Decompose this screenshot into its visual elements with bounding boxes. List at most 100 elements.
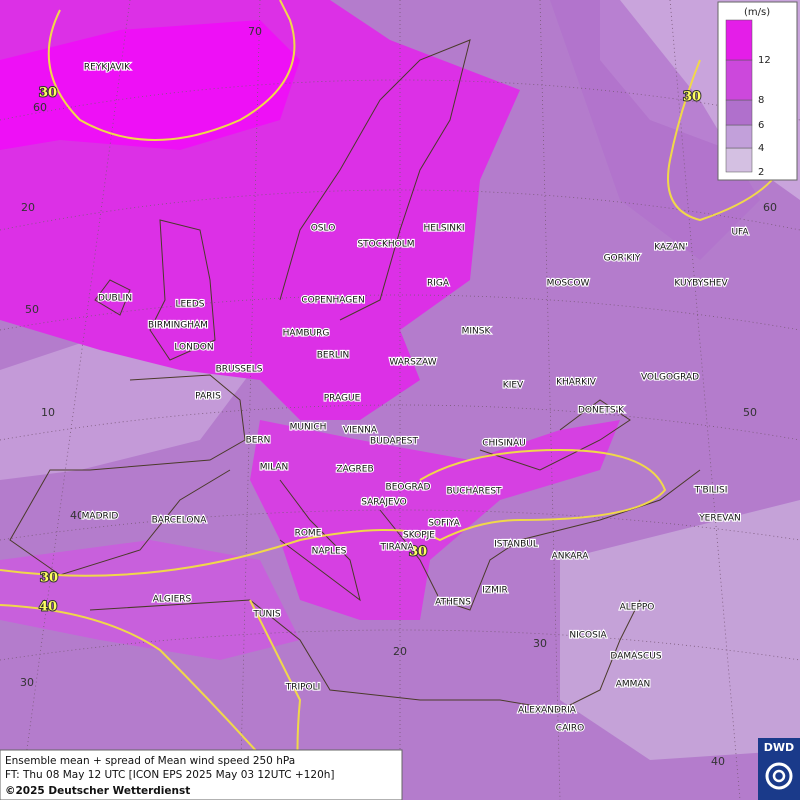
city-label: NAPLES — [312, 547, 347, 557]
city-label: KIEV — [503, 381, 524, 391]
city-label: OSLO — [311, 224, 336, 234]
city-label: LONDON — [174, 343, 213, 353]
field-low — [560, 500, 800, 760]
logo-text: DWD — [764, 741, 794, 754]
legend-label: 2 — [758, 167, 764, 178]
footer-line: Ensemble mean + spread of Mean wind spee… — [5, 755, 295, 767]
city-label: KAZAN' — [654, 243, 687, 253]
grid-label: 60 — [763, 201, 777, 214]
logo-box — [758, 738, 800, 800]
city-label: MINSK — [462, 327, 492, 337]
grid-label: 30 — [20, 676, 34, 689]
city-label: PRAGUE — [324, 394, 361, 404]
city-label: BIRMINGHAM — [148, 321, 208, 331]
city-label: BERN — [246, 436, 271, 446]
city-label: CHISINAU — [482, 439, 526, 449]
city-label: YEREVAN — [698, 514, 741, 524]
city-label: BUDAPEST — [370, 437, 419, 447]
city-label: MILAN — [260, 463, 289, 473]
grid-label: 60 — [33, 101, 47, 114]
logo-icon — [765, 762, 793, 790]
legend-swatch — [725, 59, 753, 101]
grid-label: 50 — [25, 303, 39, 316]
legend-swatch — [725, 147, 753, 173]
grid-label: 40 — [70, 509, 84, 522]
grid-label: 20 — [21, 201, 35, 214]
logo-icon — [772, 769, 786, 783]
city-label: TRIPOLI — [285, 683, 321, 693]
city-label: ATHENS — [435, 598, 471, 608]
borders — [9, 39, 701, 711]
city-label: AMMAN — [616, 680, 651, 690]
city-label: CAIRO — [556, 724, 584, 734]
field-mid — [550, 0, 760, 260]
isotach-label: 30 — [40, 571, 58, 586]
grid-label: 20 — [393, 645, 407, 658]
city-label: GOR'KIY — [604, 254, 641, 264]
city-label: DUBLIN — [98, 294, 132, 304]
city-label: DAMASCUS — [610, 652, 661, 662]
legend-unit: (m/s) — [744, 7, 770, 18]
footer-line: FT: Thu 08 May 12 UTC [ICON EPS 2025 May… — [5, 769, 335, 781]
city-label: TIRANA — [379, 543, 414, 553]
city-label: MADRID — [82, 512, 119, 522]
city-label: BERLIN — [317, 351, 350, 361]
city-label: TUNIS — [252, 610, 280, 620]
city-label: ALEXANDRIA — [518, 706, 577, 716]
legend-label: 12 — [758, 55, 771, 66]
isotach-label: 30 — [39, 86, 57, 101]
grid-label: 50 — [743, 406, 757, 419]
city-label: BARCELONA — [152, 516, 208, 526]
city-label: DONETS'K — [578, 406, 625, 416]
city-label: MUNICH — [290, 423, 327, 433]
legend-swatch — [725, 19, 753, 61]
footer-box — [0, 749, 403, 800]
city-label: ROME — [295, 529, 322, 539]
grid-label: 10 — [41, 406, 55, 419]
city-label: ISTANBUL — [494, 540, 538, 550]
city-label: ALGIERS — [153, 595, 192, 605]
grid-label: 30 — [533, 637, 547, 650]
city-label: HAMBURG — [283, 329, 330, 339]
city-label: UFA — [731, 228, 749, 238]
city-label: PARIS — [195, 392, 221, 402]
city-label: WARSZAW — [389, 358, 436, 368]
city-label: HELSINKI — [423, 224, 464, 234]
city-label: RIGA — [427, 279, 450, 289]
city-label: BEOGRAD — [386, 483, 431, 493]
legend-swatch — [725, 99, 753, 126]
grid-label: 70 — [248, 25, 262, 38]
city-label: KHARKIV — [556, 378, 597, 388]
city-label: BUCHAREST — [446, 487, 502, 497]
city-label: IZMIR — [482, 586, 508, 596]
legend-label: 8 — [758, 95, 764, 106]
city-label: KUYBYSHEV — [674, 279, 728, 289]
field-max — [0, 20, 300, 150]
city-label: REYKJAVIK — [84, 63, 131, 73]
isotach-label: 30 — [683, 90, 701, 105]
city-label: SARAJEVO — [361, 498, 407, 508]
city-label: ZAGREB — [336, 465, 373, 475]
city-label: ALEPPO — [620, 603, 655, 613]
legend-swatch — [725, 124, 753, 149]
city-label: STOCKHOLM — [357, 240, 414, 250]
city-label: T'BILISI — [694, 486, 728, 496]
city-label: LEEDS — [175, 300, 204, 310]
city-label: SOFIYA — [428, 519, 460, 529]
field-high — [250, 420, 620, 620]
grid-label: 40 — [711, 755, 725, 768]
city-label: VOLGOGRAD — [641, 373, 699, 383]
footer-copyright: ©2025 Deutscher Wetterdienst — [5, 785, 190, 797]
city-label: VIENNA — [343, 426, 378, 436]
city-label: COPENHAGEN — [301, 296, 364, 306]
isotach-label: 30 — [409, 545, 427, 560]
isotach-label: 40 — [39, 600, 57, 615]
city-label: SKOPJE — [403, 531, 435, 541]
legend-label: 4 — [758, 143, 764, 154]
city-label: MOSCOW — [547, 279, 590, 289]
city-label: NICOSIA — [569, 631, 607, 641]
legend-label: 6 — [758, 120, 764, 131]
city-label: ANKARA — [552, 552, 590, 562]
